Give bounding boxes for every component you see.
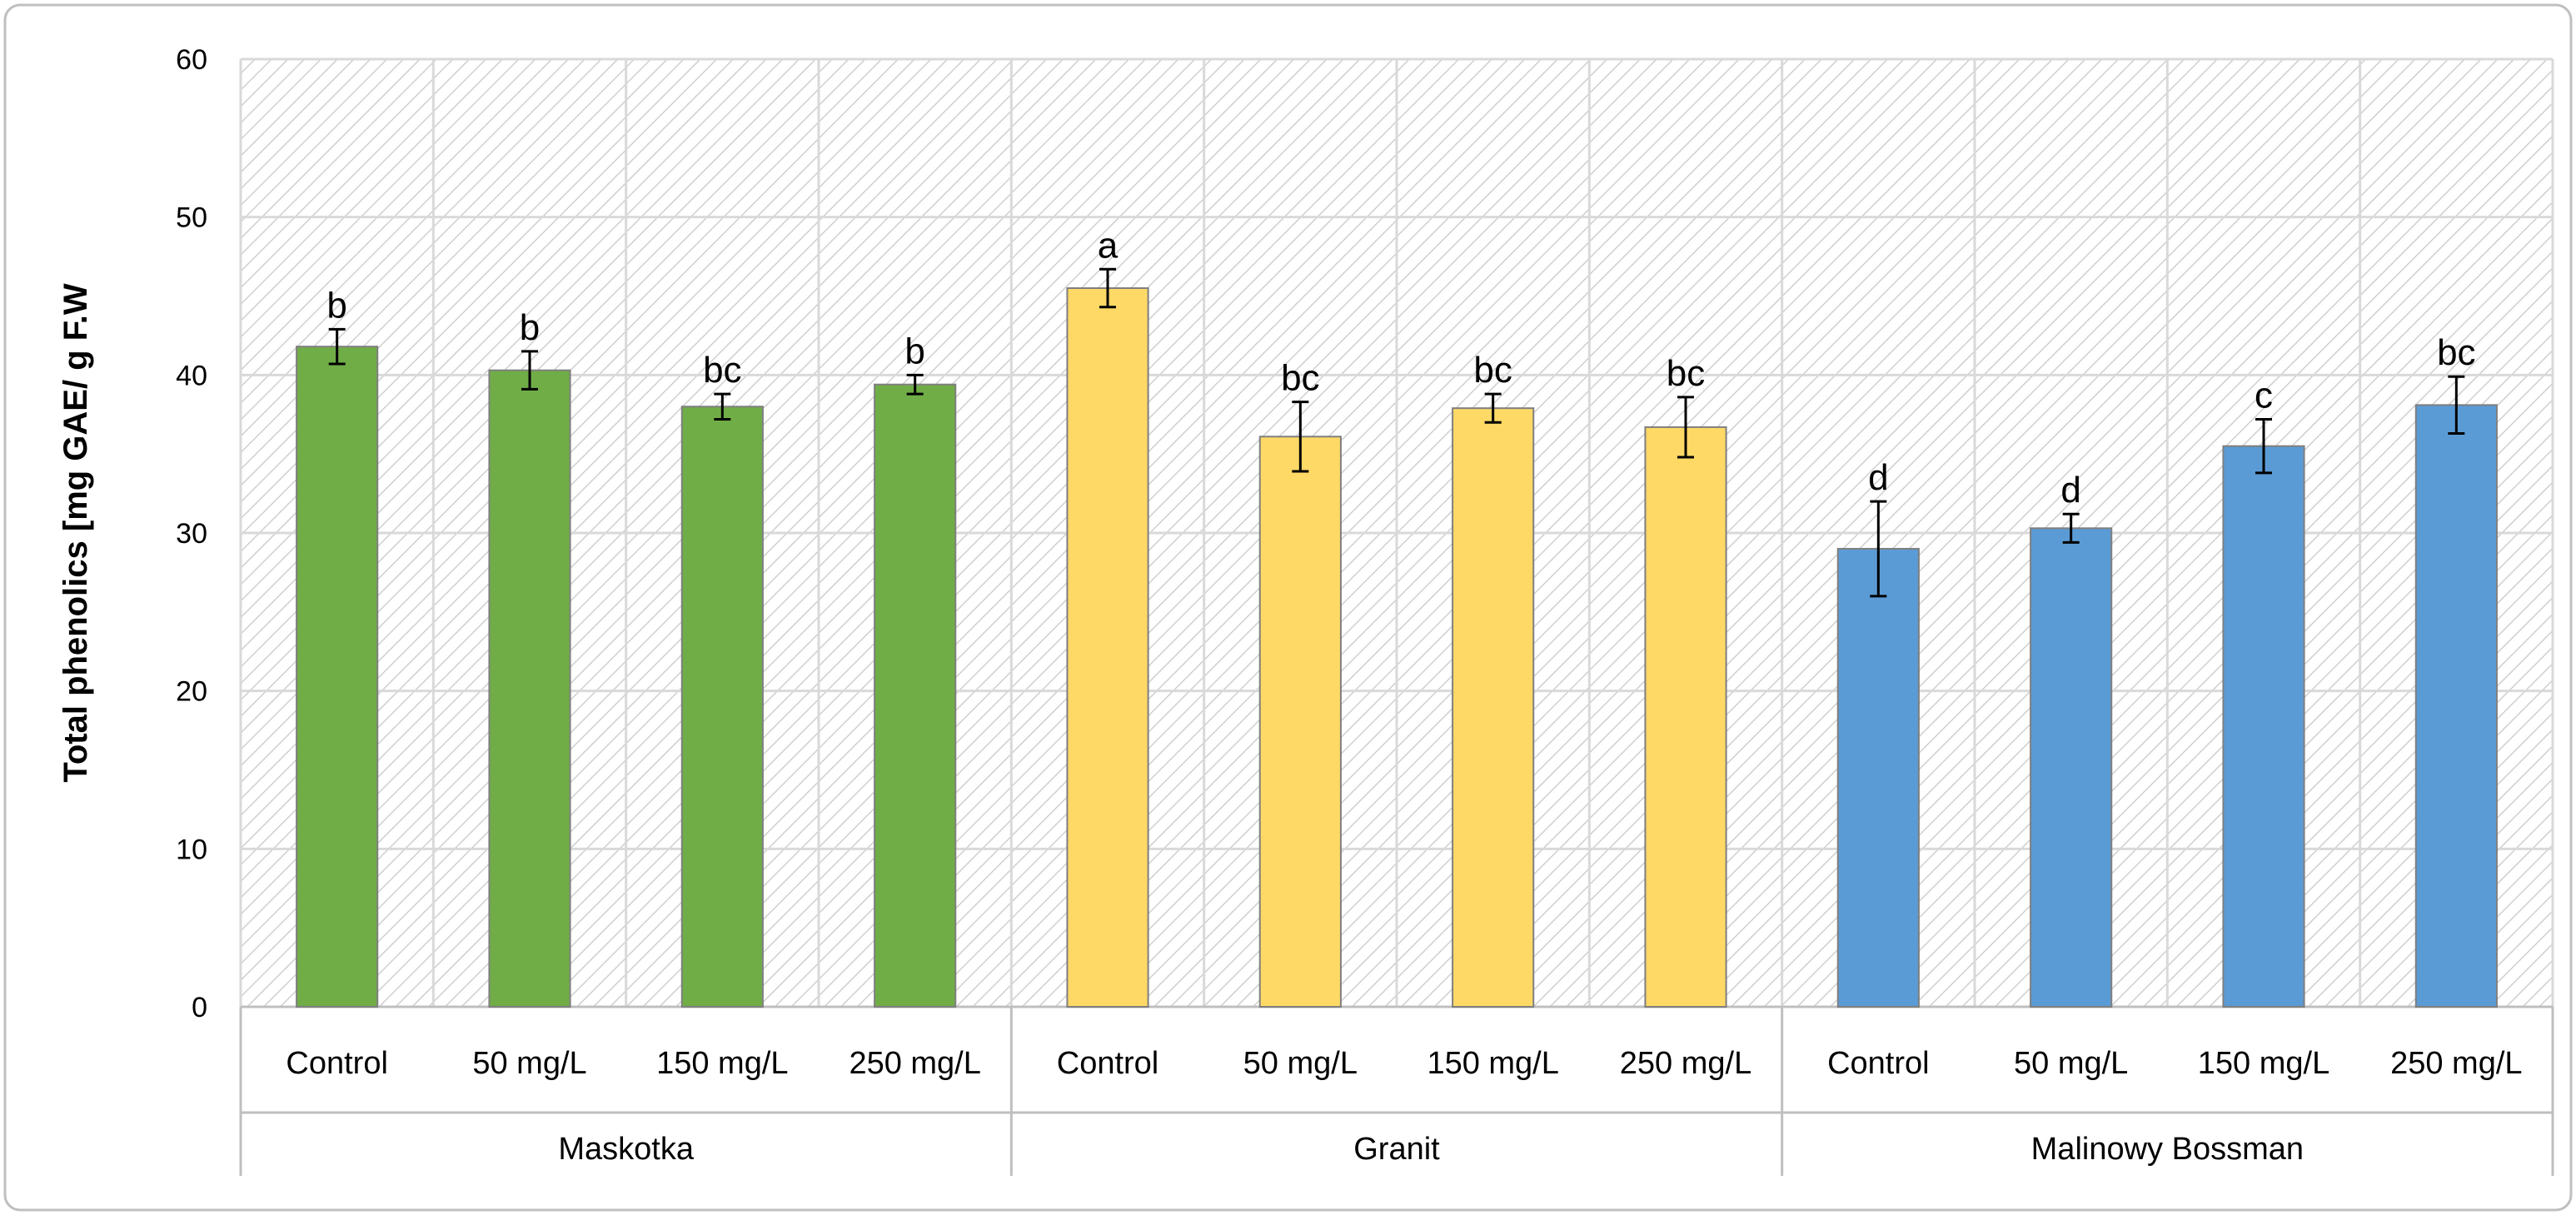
y-tick-label: 60	[176, 44, 207, 76]
x-tick-label: Control	[1057, 1046, 1159, 1081]
x-tick-label: 50 mg/L	[472, 1046, 586, 1081]
bar	[1258, 436, 1342, 1008]
bar	[2222, 445, 2305, 1008]
x-tick-label: Control	[286, 1046, 388, 1081]
y-tick-label: 10	[176, 834, 207, 865]
bars-layer	[296, 267, 2498, 1008]
bar	[296, 346, 379, 1008]
x-tick-label: 150 mg/L	[2198, 1046, 2329, 1081]
x-tick-label: Control	[1827, 1046, 1930, 1081]
y-tick-label: 30	[176, 518, 207, 550]
y-tick-label: 50	[176, 202, 207, 234]
significance-letter: bc	[1281, 358, 1319, 399]
bar	[1836, 547, 1920, 1008]
bar	[1644, 426, 1727, 1008]
group-label: Maskotka	[558, 1132, 694, 1167]
x-tick-label: 250 mg/L	[849, 1046, 980, 1081]
x-tick-label: 50 mg/L	[2014, 1046, 2128, 1081]
bar	[1066, 287, 1149, 1008]
x-tick-label: 150 mg/L	[656, 1046, 788, 1081]
x-tick-label: 150 mg/L	[1427, 1046, 1558, 1081]
bar	[1452, 407, 1535, 1008]
significance-letter: b	[326, 285, 346, 326]
significance-letter: bc	[2437, 332, 2475, 373]
significance-letter: d	[2060, 470, 2080, 510]
significance-letter: b	[904, 331, 924, 371]
significance-letter: bc	[703, 350, 741, 391]
labels-layer: b b bc b a bc bc bc d d c bc	[326, 225, 2475, 510]
y-tick-label: 40	[176, 360, 207, 391]
significance-letter: c	[2255, 375, 2273, 416]
significance-letter: a	[1098, 225, 1119, 266]
significance-letter: b	[520, 307, 540, 348]
y-tick-label: 0	[192, 992, 207, 1023]
significance-letter: bc	[1667, 353, 1705, 394]
y-axis-label: Total phenolics [mg GAE/ g F.W	[57, 283, 94, 783]
significance-letter: d	[1868, 457, 1888, 498]
x-tick-label: 250 mg/L	[2390, 1046, 2522, 1081]
x-tick-label: 250 mg/L	[1620, 1046, 1751, 1081]
axes: 0 10 20 30 40 50 60 Control 50 mg/L 150 mg/L 250 m…	[176, 44, 2554, 1176]
gridlines	[239, 57, 2554, 1008]
group-label: Malinowy Bossman	[2031, 1132, 2304, 1167]
bar	[874, 383, 957, 1008]
bar	[680, 406, 764, 1008]
group-label: Granit	[1353, 1132, 1440, 1167]
bar	[2030, 527, 2113, 1008]
bar	[488, 369, 571, 1008]
y-tick-label: 20	[176, 676, 207, 708]
x-tick-label: 50 mg/L	[1243, 1046, 1358, 1081]
significance-letter: bc	[1473, 350, 1512, 391]
bar	[2414, 404, 2498, 1008]
